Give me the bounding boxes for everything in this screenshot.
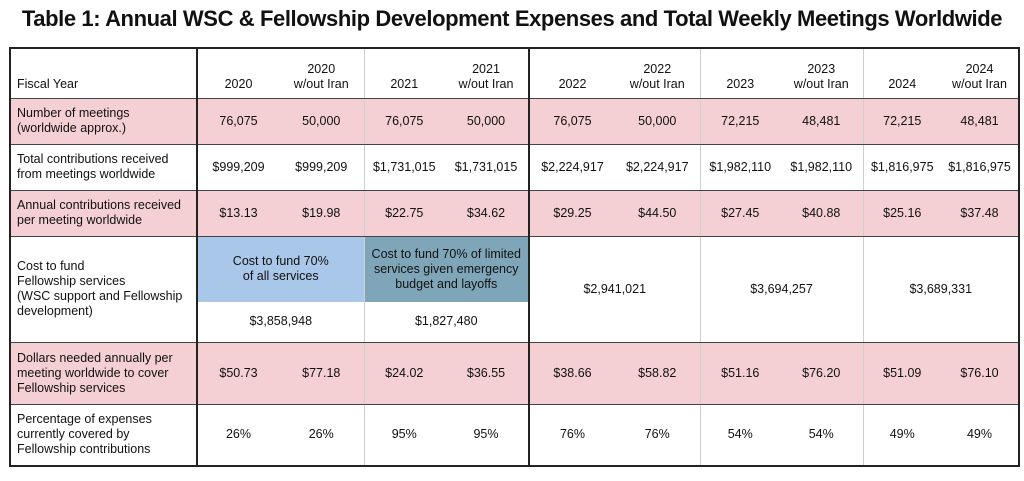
col-header: 2024 w/out Iran [941, 48, 1019, 99]
cell: $76.20 [780, 342, 863, 405]
cell: $51.16 [699, 342, 780, 405]
fiscal-year-header: Fiscal Year [10, 48, 197, 99]
col-header: 2022 [528, 48, 615, 99]
cell: $19.98 [279, 190, 364, 237]
cell: $76.10 [941, 342, 1019, 405]
col-header: 2023 [699, 48, 780, 99]
cell: 48,481 [780, 98, 863, 145]
table-row: Number of meetings (worldwide approx.) 7… [10, 98, 1019, 145]
col-header-text: 2023 w/out Iran [793, 61, 849, 91]
col-header: 2021 [363, 48, 444, 99]
cell: 50,000 [615, 98, 700, 145]
cell: $1,982,110 [780, 144, 863, 191]
row-label: Total contributions received from meetin… [10, 144, 197, 191]
cell: 49% [862, 404, 941, 466]
cell: $999,209 [279, 144, 364, 191]
col-header: 2022 w/out Iran [615, 48, 700, 99]
cost-value-2020: $3,858,948 [196, 302, 364, 343]
table-row: Annual contributions received per meetin… [10, 190, 1019, 237]
cell: 76,075 [363, 98, 444, 145]
cell: 95% [473, 427, 499, 442]
cell: $58.82 [615, 342, 700, 405]
col-header-text: 2022 w/out Iran [629, 61, 685, 91]
cell: 54% [699, 404, 780, 466]
cell: $999,209 [196, 144, 279, 191]
cost-value-2023: $3,694,257 [699, 236, 863, 343]
cell: 72,215 [862, 98, 941, 145]
cell: 76,075 [196, 98, 279, 145]
col-header: 2023 w/out Iran [780, 48, 863, 99]
cell: 49% [966, 427, 993, 442]
cell: 76% [528, 404, 615, 466]
cell: $29.25 [528, 190, 615, 237]
col-header: 2024 [862, 48, 941, 99]
cell: $1,982,110 [699, 144, 780, 191]
cost-note-2021: Cost to fund 70% of limited services giv… [363, 236, 529, 302]
cell: $1,816,975 [941, 144, 1019, 191]
cell: 26% [308, 427, 334, 442]
col-header: 2021 w/out Iran [444, 48, 529, 99]
cell: $22.75 [363, 190, 444, 237]
cell: 76,075 [528, 98, 615, 145]
cost-value-2021: $1,827,480 [363, 302, 529, 343]
cost-value-2022: $2,941,021 [528, 236, 700, 343]
cell: 48,481 [941, 98, 1019, 145]
table-row: Total contributions received from meetin… [10, 144, 1019, 191]
col-header-text: 2021 w/out Iran [458, 61, 514, 91]
cell: $37.48 [941, 190, 1019, 237]
header-row: Fiscal Year 2020 2020 w/out Iran 2021 20… [10, 48, 1019, 99]
cost-note-2020: Cost to fund 70% of all services [196, 236, 364, 302]
cell: 95% [363, 404, 444, 466]
cell: $50.73 [196, 342, 279, 405]
cell: $38.66 [528, 342, 615, 405]
cell: $25.16 [862, 190, 941, 237]
cell: $77.18 [279, 342, 364, 405]
table-row: Dollars needed annually per meeting worl… [10, 342, 1019, 405]
cell: $40.88 [780, 190, 863, 237]
cell: $2,224,917 [615, 144, 700, 191]
expenses-table: Fiscal Year 2020 2020 w/out Iran 2021 20… [9, 47, 1020, 467]
cell: $34.62 [444, 190, 529, 237]
cell: 26% [196, 404, 279, 466]
cell: $1,731,015 [444, 144, 529, 191]
cell: $51.09 [862, 342, 941, 405]
cell: 72,215 [699, 98, 780, 145]
cell: $44.50 [615, 190, 700, 237]
cell: $1,731,015 [363, 144, 444, 191]
cell: 50,000 [444, 98, 529, 145]
row-label: Cost to fund Fellowship services (WSC su… [10, 236, 197, 343]
row-label: Dollars needed annually per meeting worl… [10, 342, 197, 405]
cell: $27.45 [699, 190, 780, 237]
cost-value-2024: $3,689,331 [862, 236, 1019, 343]
cell: $36.55 [444, 342, 529, 405]
col-header-text: 2024 w/out Iran [952, 61, 1007, 91]
cell: $1,816,975 [862, 144, 941, 191]
cell: $2,224,917 [528, 144, 615, 191]
col-header: 2020 w/out Iran [279, 48, 364, 99]
cell: 54% [808, 427, 834, 442]
cell: $24.02 [363, 342, 444, 405]
row-label: Percentage of expenses currently covered… [17, 412, 152, 457]
table-row: Cost to fund Fellowship services (WSC su… [10, 236, 1019, 343]
row-label: Annual contributions received per meetin… [10, 190, 197, 237]
cell: 76% [644, 427, 670, 442]
table-title: Table 1: Annual WSC & Fellowship Develop… [21, 6, 1003, 31]
col-header: 2020 [196, 48, 279, 99]
cell: $13.13 [196, 190, 279, 237]
cell: 50,000 [279, 98, 364, 145]
row-label: Number of meetings (worldwide approx.) [10, 98, 197, 145]
table-row: Percentage of expenses currently covered… [10, 404, 1019, 466]
table-row: $3,858,948 $1,827,480 [10, 302, 1019, 343]
col-header-text: 2020 w/out Iran [293, 61, 349, 91]
